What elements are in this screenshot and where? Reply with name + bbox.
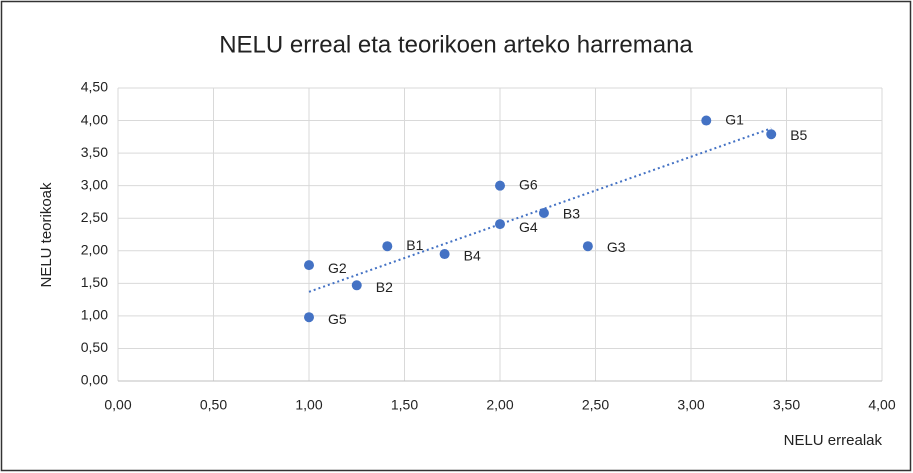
x-tick-label: 1,50 bbox=[391, 397, 418, 413]
y-axis-title: NELU teorikoak bbox=[38, 182, 55, 288]
x-tick-label: 4,00 bbox=[868, 397, 895, 413]
y-tick-label: 0,50 bbox=[81, 339, 108, 355]
point-label: G4 bbox=[519, 219, 538, 235]
chart-title: NELU erreal eta teorikoen arteko harrema… bbox=[219, 31, 693, 58]
x-axis-title: NELU errealak bbox=[784, 432, 883, 449]
data-point bbox=[495, 219, 505, 230]
point-label: B3 bbox=[563, 206, 580, 222]
y-tick-label: 0,00 bbox=[81, 372, 108, 388]
point-label: G1 bbox=[725, 111, 744, 127]
data-point bbox=[382, 241, 393, 252]
x-tick-label: 0,50 bbox=[200, 397, 227, 413]
y-tick-label: 2,50 bbox=[81, 209, 108, 225]
point-label: B4 bbox=[464, 248, 481, 264]
point-label: B2 bbox=[376, 279, 393, 295]
y-tick-label: 4,50 bbox=[81, 79, 108, 95]
data-point bbox=[351, 280, 362, 291]
y-tick-label: 3,00 bbox=[81, 176, 108, 192]
y-tick-label: 1,00 bbox=[81, 307, 108, 323]
data-point bbox=[766, 129, 777, 140]
x-tick-label: 3,00 bbox=[677, 397, 704, 413]
point-label: G5 bbox=[328, 311, 347, 327]
data-point bbox=[304, 260, 314, 271]
y-tick-label: 2,00 bbox=[81, 241, 108, 257]
y-tick-label: 1,50 bbox=[81, 274, 108, 290]
y-tick-label: 3,50 bbox=[81, 144, 108, 160]
y-tick-label: 4,00 bbox=[81, 111, 108, 127]
data-point bbox=[582, 241, 593, 252]
point-label: G2 bbox=[328, 260, 347, 276]
data-point bbox=[439, 249, 450, 260]
x-tick-label: 0,00 bbox=[104, 397, 131, 413]
point-label: B5 bbox=[790, 127, 807, 143]
data-point bbox=[304, 312, 314, 323]
point-label: B1 bbox=[406, 237, 423, 253]
point-label: G3 bbox=[607, 239, 626, 255]
point-label: G6 bbox=[519, 176, 538, 192]
x-tick-label: 2,50 bbox=[582, 397, 609, 413]
data-point bbox=[495, 180, 505, 191]
data-point bbox=[538, 208, 549, 219]
x-tick-label: 1,00 bbox=[295, 397, 322, 413]
x-tick-label: 3,50 bbox=[773, 397, 800, 413]
data-point bbox=[701, 115, 712, 126]
x-tick-label: 2,00 bbox=[486, 397, 513, 413]
